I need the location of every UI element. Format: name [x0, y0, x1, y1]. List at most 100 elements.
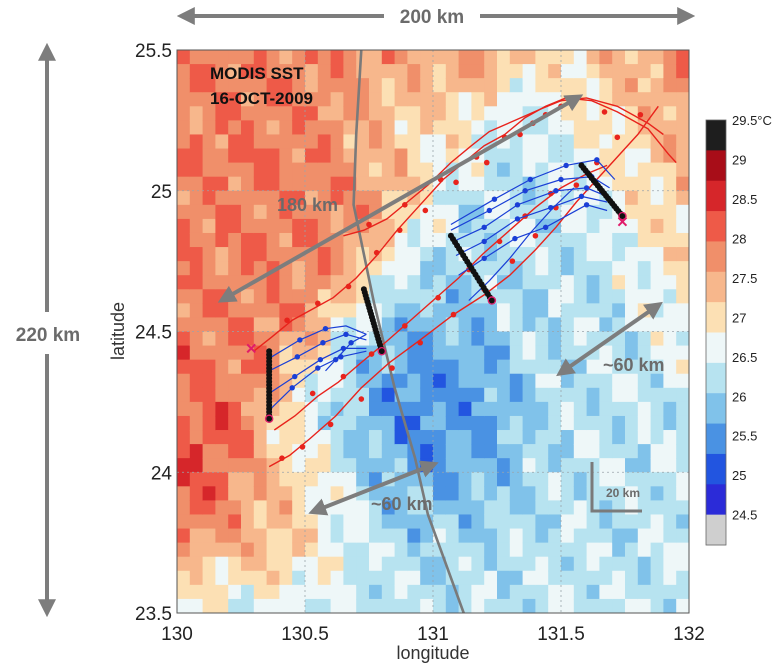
heatmap-cell	[292, 162, 306, 178]
heatmap-cell	[253, 289, 268, 304]
ship-track-point	[601, 109, 608, 115]
colorbar	[705, 119, 727, 546]
heatmap-cell	[497, 556, 511, 572]
heatmap-cell	[266, 247, 280, 262]
heatmap-cell	[305, 162, 319, 178]
heatmap-cell	[509, 345, 524, 361]
heatmap-cell	[228, 486, 242, 501]
heatmap-cell	[317, 458, 332, 473]
heatmap-cell	[317, 528, 332, 544]
heatmap-cell	[637, 64, 652, 79]
heatmap-cell	[433, 570, 447, 586]
heatmap-cell	[215, 458, 229, 473]
heatmap-cell	[279, 387, 293, 403]
scale-bar	[590, 462, 642, 513]
heatmap-cell	[177, 134, 191, 150]
heatmap-cell	[458, 345, 472, 361]
float-path-point	[527, 176, 533, 183]
ship-track-point	[327, 421, 334, 428]
heatmap-cell	[676, 218, 689, 234]
heatmap-cell	[599, 92, 613, 107]
heatmap-cell	[637, 401, 652, 417]
heatmap-cell	[586, 514, 600, 530]
colorbar-swatch	[706, 241, 726, 273]
heatmap-cell	[458, 528, 472, 544]
heatmap-cell	[663, 598, 677, 613]
heatmap-cell	[420, 387, 434, 403]
heatmap-cell	[650, 387, 664, 403]
heatmap-cell	[394, 148, 408, 164]
heatmap-cell	[202, 401, 216, 417]
heatmap-cell	[625, 247, 639, 262]
heatmap-cell	[497, 148, 511, 164]
heatmap-cell	[458, 303, 472, 319]
heatmap-cell	[420, 64, 434, 79]
heatmap-cell	[253, 162, 268, 178]
heatmap-cell	[407, 92, 421, 107]
colorbar-swatch	[706, 453, 726, 485]
heatmap-cell	[241, 401, 255, 417]
heatmap-cell	[445, 528, 460, 544]
ship-track-point	[496, 238, 503, 245]
heatmap-cell	[215, 134, 229, 150]
heatmap-cell	[637, 570, 652, 586]
heatmap-cell	[228, 514, 242, 530]
heatmap-cell	[394, 444, 408, 459]
heatmap-cell	[663, 275, 677, 290]
heatmap-cell	[561, 387, 575, 403]
heatmap-cell	[509, 275, 524, 290]
heatmap-cell	[202, 247, 216, 262]
heatmap-cell	[471, 92, 485, 107]
heatmap-cell	[433, 261, 447, 276]
heatmap-cell	[369, 134, 383, 150]
heatmap-cell	[189, 176, 204, 192]
heatmap-cell	[330, 570, 344, 586]
heatmap-cell	[676, 528, 689, 544]
colorbar-swatch	[706, 211, 726, 242]
heatmap-cell	[343, 542, 357, 558]
heatmap-cell	[535, 373, 549, 389]
heatmap-cell	[394, 556, 408, 572]
heatmap-cell	[305, 78, 319, 93]
ship-track-point	[453, 179, 459, 186]
heatmap-cell	[394, 373, 408, 389]
heatmap-cell	[548, 247, 562, 262]
heatmap-cell	[509, 162, 524, 178]
heatmap-cell	[202, 162, 216, 178]
heatmap-cell	[420, 148, 434, 164]
heatmap-cell	[369, 106, 383, 121]
heatmap-cell	[509, 444, 524, 459]
heatmap-cell	[343, 387, 357, 403]
heatmap-cell	[573, 430, 588, 445]
heatmap-cell	[356, 415, 370, 431]
heatmap-cell	[637, 598, 652, 613]
heatmap-cell	[484, 64, 498, 79]
heatmap-cell	[535, 444, 549, 459]
heatmap-cell	[586, 317, 600, 333]
heatmap-cell	[497, 458, 511, 473]
heatmap-cell	[561, 261, 575, 276]
heatmap-cell	[471, 486, 485, 501]
heatmap-cell	[497, 598, 511, 613]
heatmap-cell	[241, 373, 255, 389]
heatmap-cell	[586, 50, 600, 65]
heatmap-cell	[356, 500, 370, 516]
heatmap-cell	[509, 148, 524, 164]
heatmap-cell	[266, 331, 280, 347]
heatmap-cell	[305, 514, 319, 530]
heatmap-cell	[612, 120, 626, 136]
heatmap-cell	[241, 331, 255, 347]
heatmap-cell	[561, 486, 575, 501]
heatmap-cell	[407, 514, 421, 530]
heatmap-cell	[189, 401, 204, 417]
heatmap-cell	[509, 556, 524, 572]
heatmap-cell	[241, 500, 255, 516]
heatmap-cell	[663, 556, 677, 572]
heatmap-cell	[330, 542, 344, 558]
heatmap-cell	[612, 106, 626, 121]
ship-track-point	[366, 221, 372, 228]
heatmap-cell	[177, 514, 191, 530]
heatmap-cell	[420, 359, 434, 375]
heatmap-cell	[381, 247, 396, 262]
